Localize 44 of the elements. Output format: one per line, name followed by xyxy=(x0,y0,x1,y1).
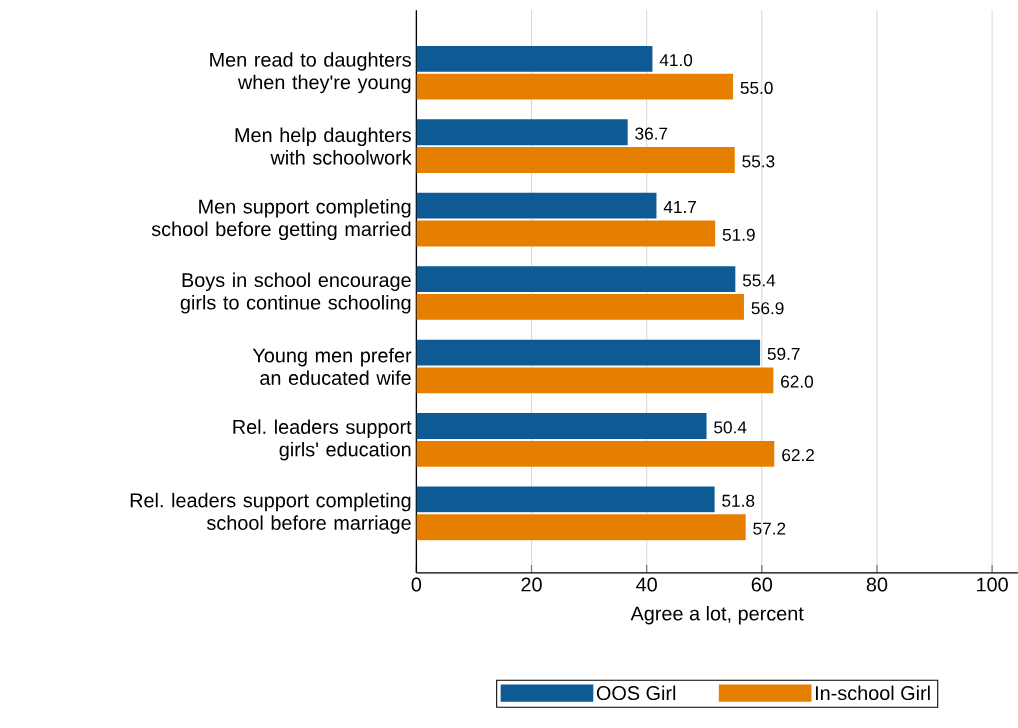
y-tick-label: Boys in school encourage girls to continue schooling xyxy=(180,272,411,314)
x-tick-label: 40 xyxy=(636,577,657,592)
x-tick-label: 60 xyxy=(751,577,773,592)
data-label: 57.2 xyxy=(753,522,786,535)
data-label: 55.0 xyxy=(740,81,773,95)
x-tick-label: 80 xyxy=(866,577,888,592)
bar xyxy=(416,147,735,174)
bar xyxy=(416,119,628,146)
y-tick-label: Rel. leaders support girls' education xyxy=(233,419,412,461)
y-tick-label: Young men prefer an educated wife xyxy=(252,348,412,386)
x-axis-title: Agree a lot, percent xyxy=(630,606,804,625)
data-label: 55.3 xyxy=(742,155,775,168)
x-tick-label: 20 xyxy=(521,577,542,592)
data-label: 41.7 xyxy=(663,201,696,214)
data-label: 59.7 xyxy=(767,347,800,361)
x-tick-label: 0 xyxy=(411,577,422,592)
data-label: 56.9 xyxy=(751,302,784,315)
y-tick-label: Men read to daughters when they're young xyxy=(210,52,411,94)
x-tick-label: 100 xyxy=(977,577,1008,592)
data-label: 62.2 xyxy=(782,449,814,462)
data-label: 55.4 xyxy=(742,274,776,287)
bar xyxy=(416,486,715,513)
bar xyxy=(416,73,734,100)
bar xyxy=(416,266,736,293)
data-label: 41.0 xyxy=(659,54,693,67)
bar xyxy=(416,413,707,440)
y-tick-label: Men support completing school before getting married xyxy=(151,199,411,241)
legend-label: In-school Girl xyxy=(815,685,930,701)
data-label: 51.9 xyxy=(722,228,755,242)
bar xyxy=(416,514,746,541)
legend-label: OOS Girl xyxy=(596,685,676,701)
data-label: 62.0 xyxy=(781,375,814,388)
bar xyxy=(416,339,761,366)
bar xyxy=(416,192,657,219)
data-label: 51.8 xyxy=(722,494,755,507)
y-tick-label: Rel. leaders support completing school before marriage xyxy=(130,492,411,534)
bar xyxy=(416,46,653,72)
bar xyxy=(416,294,744,320)
y-tick-label: Men help daughters with schoolwork xyxy=(235,127,412,165)
bar xyxy=(416,441,775,467)
bar xyxy=(416,367,774,394)
data-label: 36.7 xyxy=(635,127,668,140)
bar xyxy=(416,220,716,247)
data-label: 50.4 xyxy=(714,421,747,434)
